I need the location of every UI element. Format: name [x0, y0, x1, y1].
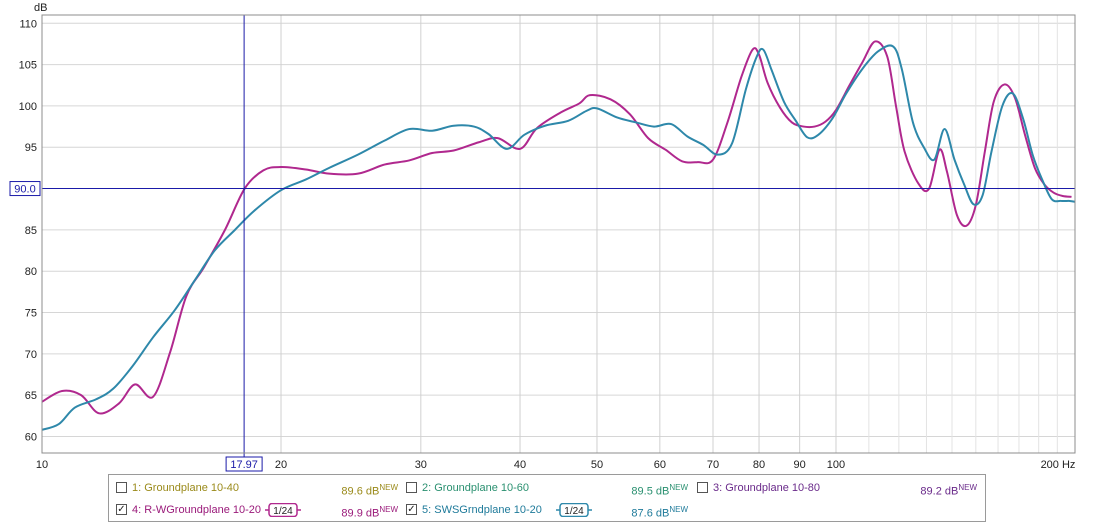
chart-tick-labels: 60 65 70 75 80 85 90 95 100 105 110 10 20 30 40 50 60 70 8… — [19, 18, 1076, 471]
legend-item-5[interactable]: ✓ 5: SWSGrndplane 10-20 1/24 87.6 dBNEW — [406, 500, 696, 520]
legend-item-5-smoothing-label: 1/24 — [564, 506, 584, 517]
x-tick-label: 80 — [753, 459, 765, 471]
legend-item-3[interactable]: 3: Groundplane 10-80 89.2 dBNEW — [697, 478, 982, 498]
cursor-x-readout-box — [225, 456, 263, 472]
chart-series-layer — [41, 40, 1076, 431]
x-tick-label: 200 Hz — [1041, 459, 1076, 471]
chart-grid — [41, 15, 1076, 453]
x-tick-label: 60 — [654, 459, 666, 471]
y-tick-label: 110 — [19, 18, 37, 30]
legend-item-5-label: 5: SWSGrndplane 10-20 — [422, 504, 542, 516]
series-line-2 — [41, 44, 1076, 431]
legend-item-5-smoothing-button[interactable]: 1/24 — [556, 503, 592, 517]
legend-item-1-checkbox[interactable] — [116, 482, 127, 493]
frequency-response-chart[interactable]: 60 65 70 75 80 85 90 95 100 105 110 10 20 30 40 50 60 70 8… — [0, 0, 1095, 474]
x-tick-label: 100 — [827, 459, 845, 471]
legend-item-2[interactable]: 2: Groundplane 10-60 89.5 dBNEW — [406, 478, 696, 498]
x-tick-label: 40 — [514, 459, 526, 471]
y-tick-label: 105 — [19, 60, 37, 72]
chart-cursor[interactable]: 90.0 17.97 — [9, 15, 1075, 472]
y-tick-label: 100 — [19, 101, 37, 113]
legend-item-4-checkbox[interactable]: ✓ — [116, 504, 127, 515]
y-tick-label: 75 — [25, 308, 37, 320]
plot-border — [41, 14, 1076, 454]
series-line-1 — [41, 40, 1072, 415]
y-tick-label: 85 — [25, 225, 37, 237]
y-tick-label: 70 — [25, 349, 37, 361]
legend-item-4-smoothing-label: 1/24 — [273, 506, 293, 517]
legend-item-5-checkbox[interactable]: ✓ — [406, 504, 417, 515]
legend-item-4-smoothing-button[interactable]: 1/24 — [265, 503, 301, 517]
y-tick-label: 80 — [25, 266, 37, 278]
legend-item-3-checkbox[interactable] — [697, 482, 708, 493]
cursor-y-readout-box — [9, 181, 41, 197]
legend-item-4[interactable]: ✓ 4: R-WGroundplane 10-20 1/24 89.9 dBNE… — [116, 500, 406, 520]
legend-item-4-value: 89.9 dBNEW — [341, 505, 398, 520]
legend-item-3-label: 3: Groundplane 10-80 — [713, 482, 821, 494]
y-tick-label: 65 — [25, 390, 37, 402]
legend-item-2-checkbox[interactable] — [406, 482, 417, 493]
x-tick-label: 70 — [707, 459, 719, 471]
legend-item-4-label: 4: R-WGroundplane 10-20 — [132, 504, 262, 516]
legend-item-5-value: 87.6 dBNEW — [631, 505, 688, 520]
legend-item-1-label: 1: Groundplane 10-40 — [132, 482, 240, 494]
x-tick-label: 90 — [794, 459, 806, 471]
x-tick-label: 20 — [275, 459, 287, 471]
legend-item-1[interactable]: 1: Groundplane 10-40 89.6 dBNEW — [116, 478, 406, 498]
y-tick-label: 60 — [25, 431, 37, 443]
legend-item-2-label: 2: Groundplane 10-60 — [422, 482, 530, 494]
x-tick-label: 50 — [591, 459, 603, 471]
legend-item-2-value: 89.5 dBNEW — [631, 483, 688, 498]
legend-item-3-value: 89.2 dBNEW — [920, 483, 977, 498]
y-axis-unit-label: dB — [34, 2, 47, 14]
legend-panel: 1: Groundplane 10-40 89.6 dBNEW 2: Groun… — [108, 474, 986, 522]
cursor-x-readout: 17.97 — [230, 459, 258, 471]
y-tick-label: 95 — [25, 142, 37, 154]
cursor-y-readout: 90.0 — [14, 184, 35, 196]
x-tick-label: 10 — [36, 459, 48, 471]
x-tick-label: 30 — [415, 459, 427, 471]
legend-item-1-value: 89.6 dBNEW — [341, 483, 398, 498]
